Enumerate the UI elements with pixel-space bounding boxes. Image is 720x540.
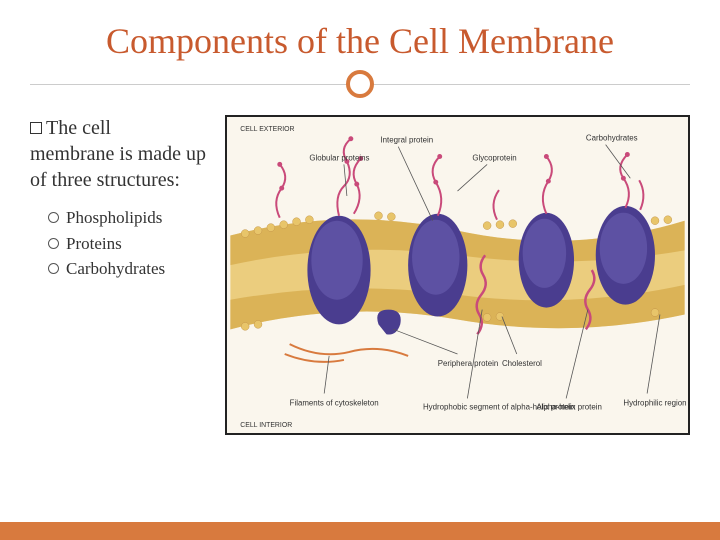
divider-circle-icon: [346, 70, 374, 98]
label-alpha-helix: Alpha-helix protein: [537, 402, 602, 411]
label-globular: Globular proteins: [309, 153, 369, 162]
text-column: The cell membrane is made up of three st…: [30, 115, 210, 435]
label-cholesterol: Cholesterol: [502, 359, 542, 368]
content-row: The cell membrane is made up of three st…: [30, 115, 690, 435]
slide-container: Components of the Cell Membrane The cell…: [0, 0, 720, 540]
bottom-accent-bar: [0, 522, 720, 540]
label-peripheral: Periphera protein: [438, 359, 499, 368]
diagram-container: CELL EXTERIOR: [225, 115, 690, 435]
label-filaments: Filaments of cytoskeleton: [290, 398, 379, 407]
label-carbohydrates: Carbohydrates: [586, 134, 638, 143]
label-hydrophilic: Hydrophilic region: [623, 398, 686, 407]
label-cell-exterior: CELL EXTERIOR: [240, 126, 294, 133]
label-integral-protein: Integral protein: [380, 136, 433, 145]
main-paragraph: The cell membrane is made up of three st…: [30, 115, 210, 193]
cell-membrane-diagram: CELL EXTERIOR: [227, 117, 688, 433]
title-divider: [30, 70, 690, 100]
label-cell-interior: CELL INTERIOR: [240, 422, 292, 429]
slide-title: Components of the Cell Membrane: [30, 20, 690, 62]
main-text-prefix: The cell: [46, 117, 111, 139]
structure-list: Phospholipids Proteins Carbohydrates: [30, 205, 210, 282]
main-text-body: membrane is made up of three structures:: [30, 143, 206, 191]
list-item: Proteins: [48, 231, 210, 257]
label-glycoprotein: Glycoprotein: [472, 153, 516, 162]
square-bullet-icon: [30, 122, 42, 134]
list-item: Carbohydrates: [48, 256, 210, 282]
list-item: Phospholipids: [48, 205, 210, 231]
